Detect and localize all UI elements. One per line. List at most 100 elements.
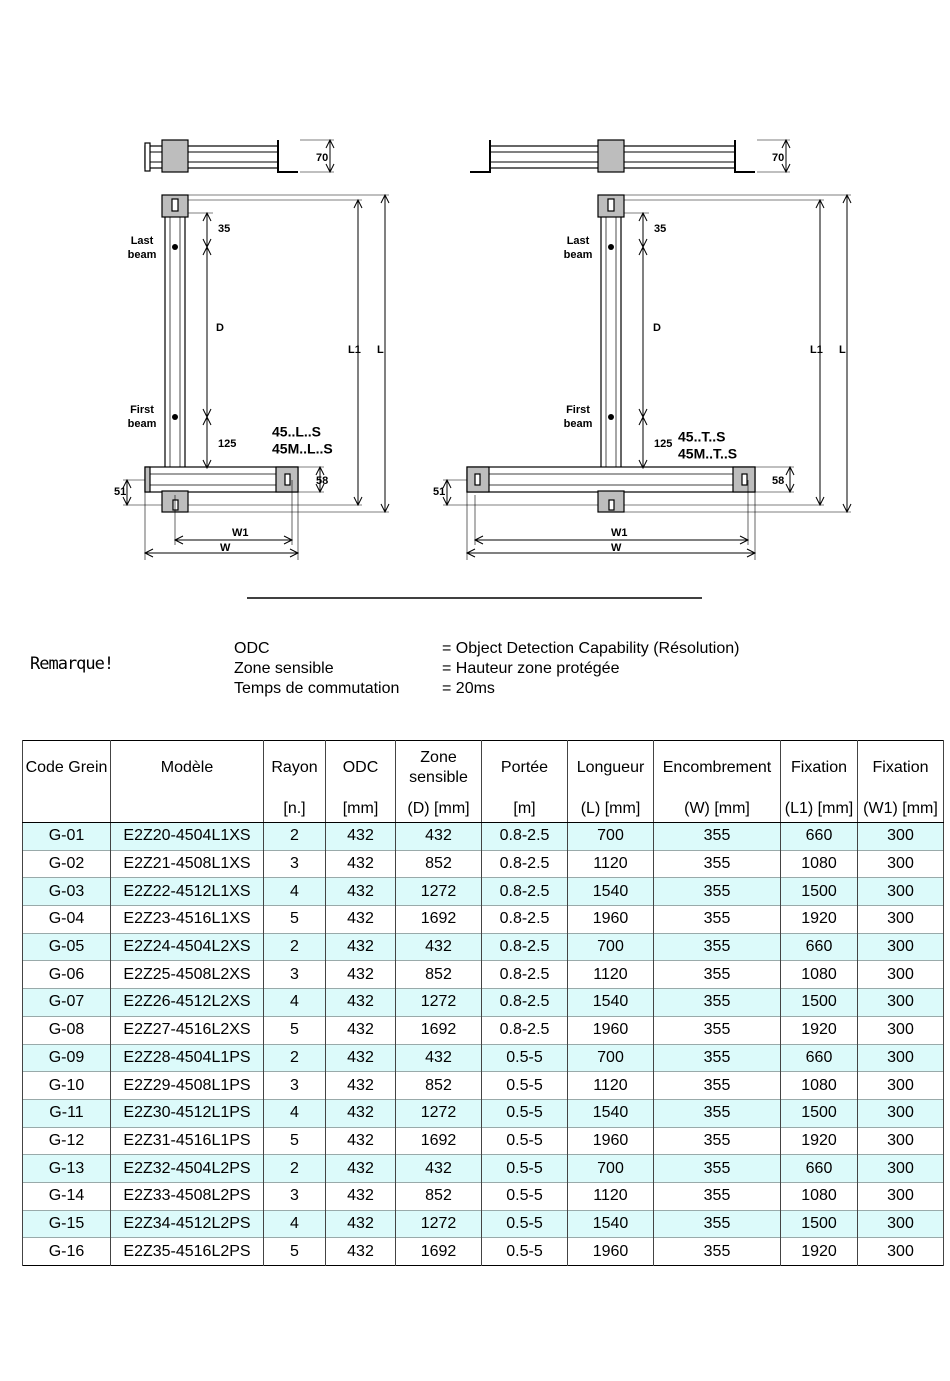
arrow [202, 245, 212, 256]
remark-term: ODC [234, 640, 270, 657]
table-cell: E2Z30-4512L1PS [110, 1098, 264, 1128]
table-cell: 432 [395, 932, 482, 961]
column-unit: (L) [mm] [567, 795, 654, 823]
table-cell: 432 [395, 1154, 482, 1183]
bracket [734, 140, 755, 173]
table-cell: 355 [653, 1154, 781, 1183]
table-cell: 0.5-5 [481, 1154, 568, 1183]
table-row: G-09 E2Z28-4504L1PS 2 432 432 0.5-5 700 355 660 3… [22, 1043, 944, 1072]
table-cell: 355 [653, 905, 781, 934]
table-cell: 1500 [780, 1209, 858, 1238]
table-row: G-05 E2Z24-4504L2XS 2 432 432 0.8-2.5 700 355 66… [22, 932, 944, 961]
table-cell: 660 [780, 1154, 858, 1183]
table-row: G-01 E2Z20-4504L1XS 2 432 432 0.8-2.5 700 355 66… [22, 822, 944, 851]
table-cell: 0.8-2.5 [481, 960, 568, 989]
beam-dot [172, 414, 178, 420]
table-cell: 3 [263, 1181, 326, 1211]
part [597, 139, 625, 173]
column-header: Encombrement [653, 740, 781, 795]
table-cell: E2Z27-4516L2XS [110, 1015, 264, 1044]
table-cell: 432 [325, 822, 396, 851]
column-unit: (W) [mm] [653, 795, 781, 823]
table-cell: 852 [395, 960, 482, 989]
column-header: ODC [325, 740, 396, 795]
table-cell: G-10 [22, 1071, 111, 1100]
table-cell: 0.8-2.5 [481, 1015, 568, 1044]
table-row: G-10 E2Z29-4508L1PS 3 432 852 0.5-5 1120 355 108… [22, 1071, 944, 1100]
table-cell: 1500 [780, 988, 858, 1017]
dimension-label: W [611, 542, 622, 554]
dimension-label: D [653, 322, 661, 334]
part [600, 215, 622, 469]
beam-label: beam [128, 418, 157, 430]
table-cell: 4 [263, 1209, 326, 1238]
dimension-label: 70 [772, 152, 784, 164]
table-cell: 300 [857, 960, 944, 989]
model-label: 45M..T..S [678, 446, 737, 462]
table-cell: 432 [325, 1209, 396, 1238]
table-cell: 1120 [567, 1181, 654, 1211]
table-cell: 355 [653, 1181, 781, 1211]
table-cell: 300 [857, 1209, 944, 1238]
table-cell: E2Z28-4504L1PS [110, 1043, 264, 1072]
table-cell: 4 [263, 1098, 326, 1128]
column-unit: (D) [mm] [395, 795, 482, 823]
remark-definition: = Hauteur zone protégée [442, 660, 620, 677]
table-cell: 300 [857, 877, 944, 906]
table-cell: 1960 [567, 1015, 654, 1044]
table-cell: 1080 [780, 960, 858, 989]
dimension-label: W [220, 542, 231, 554]
table-cell: 355 [653, 822, 781, 851]
table-cell: G-04 [22, 905, 111, 934]
table-cell: G-06 [22, 960, 111, 989]
remark-definition: = 20ms [442, 680, 495, 697]
table-cell: 1540 [567, 1098, 654, 1128]
table-cell: 1272 [395, 1209, 482, 1238]
dimension-label: 125 [218, 438, 236, 450]
table-cell: 0.8-2.5 [481, 877, 568, 906]
table-cell: 432 [325, 849, 396, 878]
table-cell: 1500 [780, 1098, 858, 1128]
table-cell: 5 [263, 1015, 326, 1044]
table-cell: 4 [263, 877, 326, 906]
table-cell: E2Z34-4512L2PS [110, 1209, 264, 1238]
table-cell: 300 [857, 988, 944, 1017]
arrow [638, 415, 648, 426]
table-cell: 1540 [567, 988, 654, 1017]
remark-term: Zone sensible [234, 660, 334, 677]
table-cell: 2 [263, 1154, 326, 1183]
dimension-label: W1 [611, 527, 628, 539]
table-cell: 660 [780, 932, 858, 961]
table-cell: 1120 [567, 960, 654, 989]
column-unit [22, 795, 111, 823]
header-row: Code Grein Modèle Rayon ODC Zone sensible Por… [22, 740, 944, 795]
table-cell: 300 [857, 822, 944, 851]
table-cell: G-11 [22, 1098, 111, 1128]
model-label: 45M..L..S [272, 441, 333, 457]
table-cell: 300 [857, 849, 944, 878]
column-header: Rayon [263, 740, 326, 795]
spec-table: Code Grein Modèle Rayon ODC Zone sensible Por… [22, 740, 944, 1266]
table-cell: G-02 [22, 849, 111, 878]
part [144, 466, 299, 493]
table-cell: 2 [263, 822, 326, 851]
table-cell: E2Z32-4504L2PS [110, 1154, 264, 1183]
table-cell: 0.8-2.5 [481, 932, 568, 961]
table-cell: G-01 [22, 822, 111, 851]
table-cell: 300 [857, 1126, 944, 1155]
dimension-label: L [839, 344, 846, 356]
table-cell: 1960 [567, 1126, 654, 1155]
table-row: G-15 E2Z34-4512L2PS 4 432 1272 0.5-5 1540 355 15… [22, 1209, 944, 1238]
table-row: G-16 E2Z35-4516L2PS 5 432 1692 0.5-5 1960 355 19… [22, 1237, 944, 1266]
table-cell: 432 [325, 960, 396, 989]
column-header: Zone sensible [395, 740, 482, 795]
table-cell: E2Z29-4508L1PS [110, 1071, 264, 1100]
table-cell: 300 [857, 1015, 944, 1044]
table-cell: 432 [325, 1237, 396, 1266]
beam-label: beam [564, 418, 593, 430]
table-cell: 355 [653, 1071, 781, 1100]
part [164, 215, 186, 469]
table-cell: 355 [653, 849, 781, 878]
